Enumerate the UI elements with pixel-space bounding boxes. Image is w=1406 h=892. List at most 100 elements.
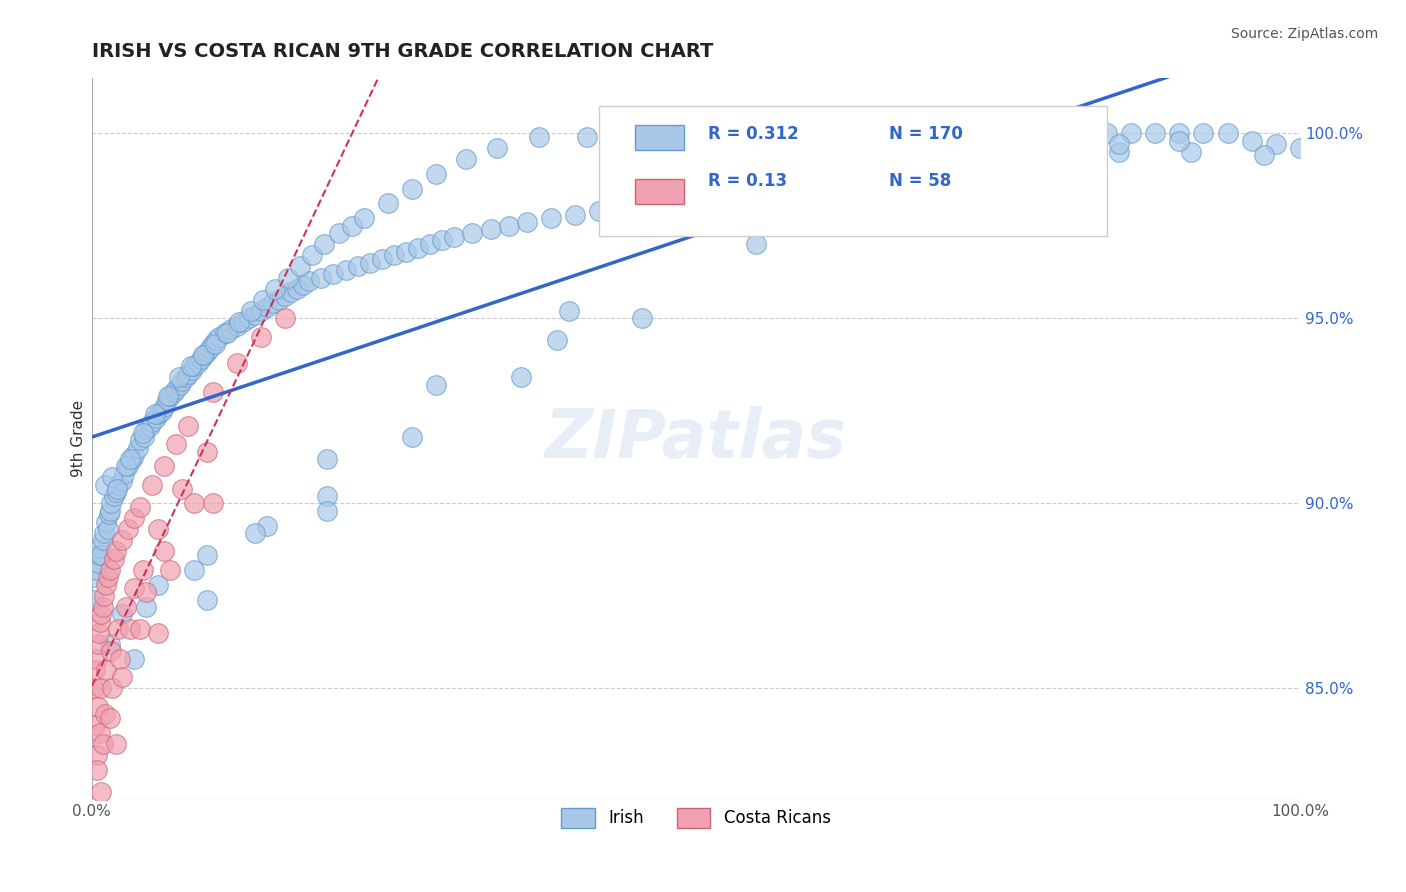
Point (371, 252, 394, 266)
Point (148, 578, 170, 592)
Point (637, 196, 659, 211)
Point (83, 681, 105, 696)
Point (1253, 148, 1275, 162)
Point (974, 145, 997, 159)
Point (927, 178, 949, 192)
Point (111, 533, 134, 548)
Point (201, 385, 224, 400)
Point (131, 425, 153, 440)
Point (195, 344, 218, 359)
Point (1144, 126, 1167, 140)
Point (516, 215, 538, 229)
Point (90, 607, 112, 622)
Point (927, 152, 949, 166)
Point (141, 478, 163, 492)
Point (328, 226, 350, 240)
Point (122, 511, 145, 525)
Point (172, 482, 194, 496)
Point (401, 182, 423, 196)
Point (232, 315, 254, 329)
Point (111, 670, 134, 684)
Point (97, 508, 120, 522)
Point (382, 248, 405, 262)
Text: IRISH VS COSTA RICAN 9TH GRADE CORRELATION CHART: IRISH VS COSTA RICAN 9TH GRADE CORRELATI… (91, 42, 713, 61)
Point (98, 504, 121, 518)
Point (353, 211, 375, 226)
Point (267, 293, 290, 307)
Point (890, 137, 912, 152)
Point (91, 737, 114, 751)
Point (105, 482, 128, 496)
Point (1289, 141, 1312, 155)
Point (89, 541, 111, 555)
Point (153, 544, 176, 558)
Point (1071, 129, 1094, 144)
Point (114, 600, 136, 615)
Point (225, 318, 247, 333)
Point (148, 626, 170, 640)
Point (200, 341, 222, 355)
Point (87, 548, 110, 562)
Point (316, 504, 339, 518)
Point (1108, 145, 1130, 159)
Point (509, 370, 531, 384)
Point (101, 470, 124, 484)
Point (280, 285, 302, 300)
Point (219, 322, 242, 336)
Point (98, 711, 121, 725)
Point (335, 263, 357, 277)
Point (672, 129, 695, 144)
Point (853, 163, 876, 178)
Point (277, 270, 299, 285)
Point (395, 244, 418, 259)
Point (1240, 134, 1263, 148)
Point (86, 748, 108, 763)
Point (274, 289, 297, 303)
Point (148, 408, 170, 422)
Point (135, 600, 157, 615)
Point (903, 155, 925, 169)
Point (103, 489, 125, 503)
Point (461, 226, 484, 240)
Point (252, 293, 274, 307)
Point (316, 489, 339, 503)
Point (612, 200, 634, 214)
Text: N = 170: N = 170 (889, 125, 963, 143)
Point (135, 585, 157, 599)
Point (1035, 141, 1057, 155)
Point (100, 496, 122, 510)
Point (108, 652, 131, 666)
Point (104, 544, 127, 558)
Point (129, 622, 152, 636)
Point (630, 311, 652, 326)
Point (1264, 137, 1286, 152)
Point (340, 219, 363, 233)
Point (576, 129, 599, 144)
Point (238, 311, 260, 326)
Point (256, 300, 278, 314)
Point (498, 219, 520, 233)
Point (204, 337, 226, 351)
Point (122, 652, 145, 666)
Point (806, 170, 828, 185)
Point (139, 418, 162, 433)
Point (425, 377, 447, 392)
FancyBboxPatch shape (636, 125, 683, 150)
Point (129, 434, 152, 448)
Point (89, 726, 111, 740)
Point (159, 389, 181, 403)
Point (527, 129, 550, 144)
Point (1168, 134, 1191, 148)
Point (165, 382, 187, 396)
Point (214, 326, 236, 340)
Point (745, 237, 768, 252)
Point (1168, 126, 1191, 140)
Point (419, 237, 441, 252)
Point (112, 467, 135, 481)
Y-axis label: 9th Grade: 9th Grade (72, 400, 86, 477)
Point (661, 193, 683, 207)
Point (430, 234, 453, 248)
Point (479, 222, 502, 236)
Point (122, 582, 145, 596)
Point (159, 563, 181, 577)
